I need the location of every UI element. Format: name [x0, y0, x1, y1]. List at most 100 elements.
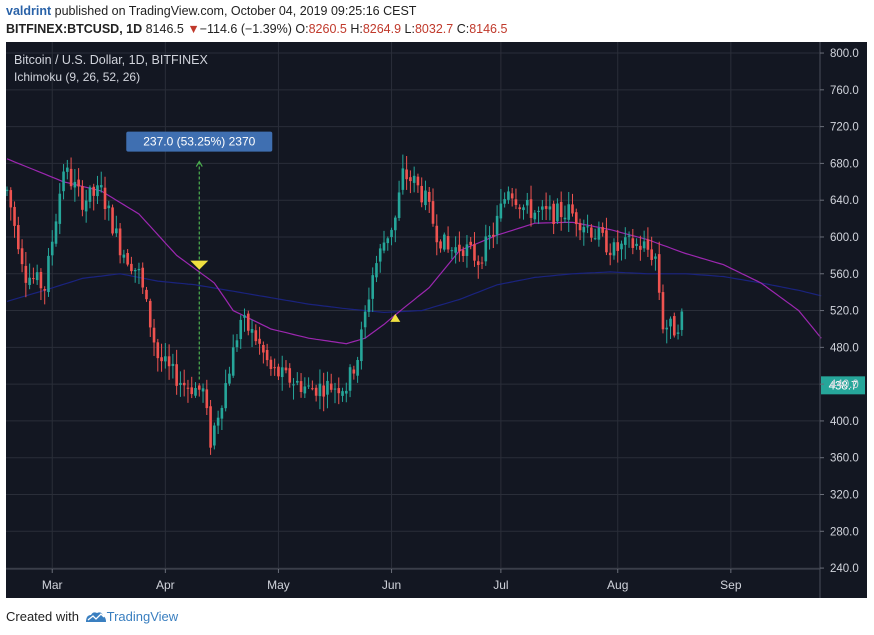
open-value: 8260.5	[308, 22, 347, 36]
candle-body	[556, 203, 559, 222]
candle-body	[92, 186, 96, 196]
candle-body	[239, 319, 243, 340]
candle-body	[680, 311, 684, 330]
candle-body	[375, 263, 378, 278]
candle-body	[544, 206, 548, 209]
candle-body	[431, 201, 435, 224]
candle-body	[307, 385, 310, 387]
candle-body	[197, 385, 201, 390]
x-tick-label: Sep	[720, 578, 742, 592]
candle-body	[115, 228, 118, 234]
candle-body	[454, 247, 457, 253]
candle-body	[337, 388, 341, 394]
candle-body	[492, 234, 495, 237]
candle-body	[329, 383, 333, 390]
chart-title: Bitcoin / U.S. Dollar, 1D, BITFINEX	[14, 53, 208, 67]
candle-body	[186, 387, 190, 389]
y-tick-label: 360.0	[830, 453, 859, 465]
candle-body	[465, 244, 469, 256]
candle-body	[152, 327, 156, 343]
x-tick-label: Mar	[42, 578, 63, 592]
x-tick-label: Jul	[493, 578, 508, 592]
candle-body	[84, 200, 88, 212]
candle-body	[405, 169, 408, 180]
candle-body	[130, 263, 133, 272]
candle-body	[17, 225, 20, 250]
signal-up-icon	[390, 313, 401, 322]
candle-body	[529, 199, 533, 218]
candle-body	[676, 332, 680, 334]
candle-body	[258, 338, 261, 344]
candle-body	[480, 262, 484, 264]
candle-body	[582, 227, 586, 233]
candle-body	[590, 227, 593, 238]
candle-body	[77, 179, 80, 187]
down-arrow-icon: ▼	[187, 22, 200, 36]
candle-body	[164, 356, 167, 362]
candle-body	[620, 243, 623, 250]
price-chart[interactable]: 237.0 (53.25%) 2370 438.7 800.0 760.0 720.0…	[5, 42, 867, 598]
candle-body	[541, 206, 544, 210]
candle-body	[443, 234, 446, 250]
chart-background	[6, 42, 867, 598]
candle-body	[574, 212, 578, 225]
candle-body	[341, 391, 344, 396]
y-tick-label: 480.0	[830, 342, 859, 354]
high-label: H:	[350, 22, 363, 36]
candle-body	[394, 217, 397, 231]
candle-body	[635, 243, 638, 246]
candle-body	[507, 191, 510, 200]
candle-body	[295, 380, 299, 383]
candle-body	[231, 347, 235, 376]
candle-body	[213, 425, 216, 446]
candle-body	[669, 318, 672, 327]
author-name[interactable]: valdrint	[6, 4, 52, 18]
candle-body	[499, 203, 503, 219]
candle-body	[262, 345, 265, 353]
candle-body	[209, 406, 212, 448]
y-tick-label: 240.0	[830, 563, 859, 575]
candle-body	[469, 241, 473, 246]
ticker-price: 8146.5	[145, 22, 184, 36]
y-tick-label: 640.0	[830, 195, 859, 207]
candle-body	[107, 205, 111, 209]
measure-label-box	[126, 131, 273, 152]
y-tick-label: 440.0	[830, 379, 859, 391]
candle-body	[458, 244, 461, 252]
candle-body	[47, 255, 50, 293]
candle-body	[559, 201, 563, 218]
candle-body	[525, 199, 529, 206]
x-tick-label: Apr	[156, 578, 175, 592]
candle-body	[537, 210, 540, 212]
candle-body	[179, 382, 182, 385]
y-tick-label: 720.0	[830, 122, 859, 134]
candle-body	[488, 235, 491, 238]
candle-body	[122, 254, 126, 258]
candle-body	[567, 204, 571, 220]
candle-body	[126, 253, 129, 265]
candle-body	[363, 311, 367, 328]
candle-body	[201, 388, 205, 392]
candle-body	[386, 238, 390, 244]
candle-body	[303, 386, 307, 394]
candle-body	[9, 190, 13, 208]
candle-body	[322, 385, 325, 397]
candle-body	[167, 356, 171, 367]
signal-down-icon	[190, 260, 209, 270]
candle-body	[563, 217, 567, 220]
candle-body	[111, 207, 114, 234]
chart-container[interactable]: 237.0 (53.25%) 2370 438.7 800.0 760.0 720.0…	[5, 42, 867, 598]
candle-body	[378, 248, 382, 262]
candle-body	[352, 369, 356, 374]
tradingview-logo-icon	[85, 612, 106, 622]
candle-body	[156, 342, 160, 359]
candle-body	[133, 269, 137, 272]
open-label: O:	[295, 22, 309, 36]
candle-body	[439, 241, 442, 249]
tradingview-brand[interactable]: TradingView	[106, 609, 179, 624]
y-tick-label: 560.0	[830, 269, 859, 281]
candle-body	[205, 389, 209, 409]
candle-body	[88, 187, 92, 202]
candle-body	[311, 388, 314, 390]
measure-label: 237.0 (53.25%) 2370	[143, 135, 255, 149]
